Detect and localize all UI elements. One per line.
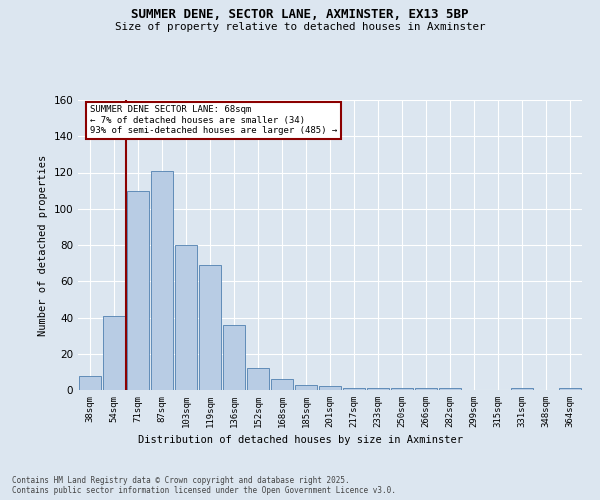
Text: Distribution of detached houses by size in Axminster: Distribution of detached houses by size … <box>137 435 463 445</box>
Bar <box>103 316 125 390</box>
Bar <box>151 170 173 390</box>
Bar <box>175 245 197 390</box>
Bar <box>439 388 461 390</box>
Bar <box>511 388 533 390</box>
Bar <box>295 384 317 390</box>
Bar <box>559 388 581 390</box>
Text: SUMMER DENE SECTOR LANE: 68sqm
← 7% of detached houses are smaller (34)
93% of s: SUMMER DENE SECTOR LANE: 68sqm ← 7% of d… <box>90 106 337 135</box>
Bar <box>343 388 365 390</box>
Text: SUMMER DENE, SECTOR LANE, AXMINSTER, EX13 5BP: SUMMER DENE, SECTOR LANE, AXMINSTER, EX1… <box>131 8 469 20</box>
Bar <box>223 325 245 390</box>
Bar <box>199 265 221 390</box>
Bar <box>415 388 437 390</box>
Bar <box>127 190 149 390</box>
Text: Size of property relative to detached houses in Axminster: Size of property relative to detached ho… <box>115 22 485 32</box>
Bar <box>319 386 341 390</box>
Bar <box>391 388 413 390</box>
Y-axis label: Number of detached properties: Number of detached properties <box>38 154 48 336</box>
Bar <box>247 368 269 390</box>
Text: Contains HM Land Registry data © Crown copyright and database right 2025.
Contai: Contains HM Land Registry data © Crown c… <box>12 476 396 495</box>
Bar <box>79 376 101 390</box>
Bar <box>271 379 293 390</box>
Bar <box>367 388 389 390</box>
